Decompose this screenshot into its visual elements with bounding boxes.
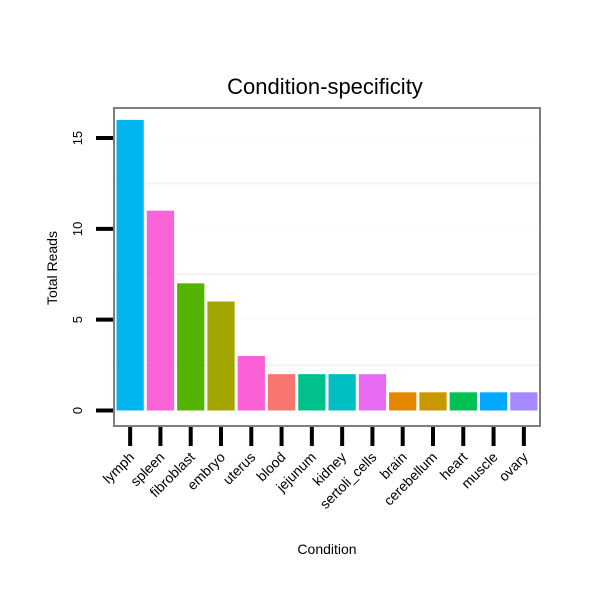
y-tick-label: 0 <box>70 407 85 414</box>
bar-muscle <box>479 392 508 411</box>
bar-sertoli-cells <box>358 374 387 411</box>
y-tick-label: 10 <box>70 222 85 236</box>
bar-blood <box>267 374 296 411</box>
bar-kidney <box>328 374 356 411</box>
bar-spleen <box>146 210 175 411</box>
bars <box>116 119 538 411</box>
x-axis-title: Condition <box>297 541 356 557</box>
y-axis-title: Total Reads <box>44 231 60 305</box>
bar-cerebellum <box>419 392 447 411</box>
y-axis-ticks: 0 5 10 15 <box>70 131 113 414</box>
bar-fibroblast <box>177 283 205 411</box>
y-tick-label: 15 <box>70 131 85 145</box>
bar-uterus <box>237 355 265 411</box>
bar-jejunum <box>298 374 326 411</box>
bar-embryo <box>207 301 235 411</box>
chart-title: Condition-specificity <box>227 74 423 99</box>
bar-lymph <box>116 119 144 411</box>
bar-brain <box>389 392 417 411</box>
bar-heart <box>449 392 477 411</box>
bar-ovary <box>510 392 538 411</box>
plot-border <box>113 107 541 427</box>
y-tick-label: 5 <box>70 316 85 323</box>
